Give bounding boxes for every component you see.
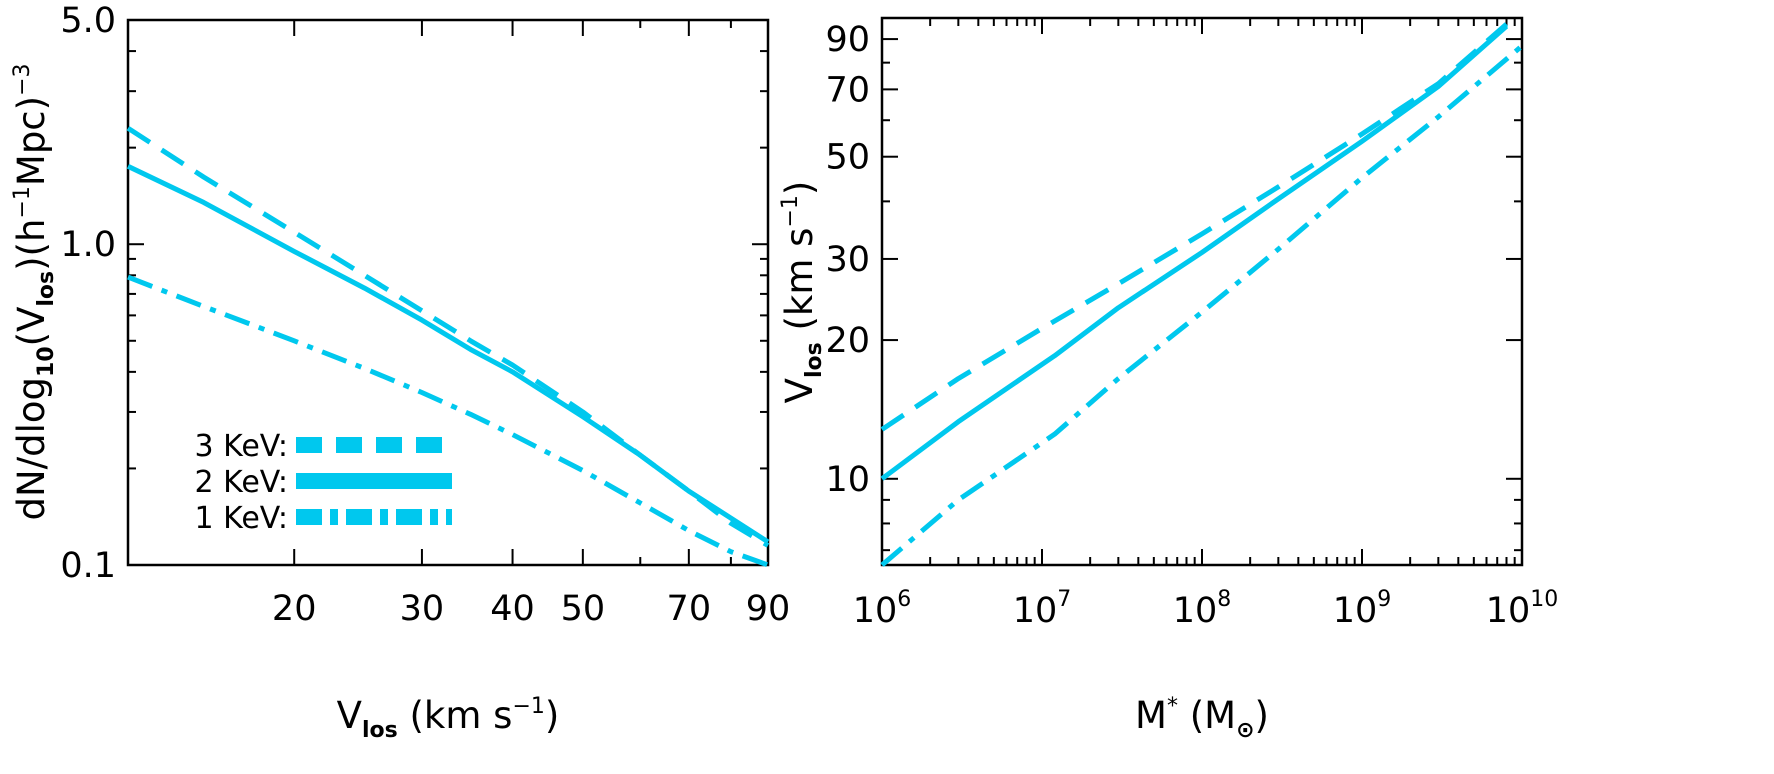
left-tick-labels: 20 30 40 50 70 90 0.1 1.0 5.0 [60,1,790,629]
x-tick-label: 40 [490,589,535,629]
left-y-axis-title: dN/dlog10(Vlos)(h−1Mpc)−3 [10,63,59,520]
series-dashdot-line [127,274,769,568]
right-ticks [881,17,1523,565]
x-tick-label: 1010 [1486,587,1559,631]
legend: 3 KeV:2 KeV:1 KeV: [195,429,452,536]
left-plot-frame [126,18,770,567]
y-tick-label: 5.0 [60,1,116,41]
x-tick-label: 20 [272,589,317,629]
series-solid-line [126,164,770,545]
x-tick-label: 109 [1333,587,1392,631]
x-tick-label: 30 [400,589,445,629]
left-x-axis-title: Vlos (km s−1) [337,694,560,743]
right-series-group [880,22,1524,567]
legend-label: 1 KeV: [195,501,288,536]
y-tick-label: 50 [825,138,870,178]
legend-label: 2 KeV: [195,465,288,500]
right-plot-frame [880,16,1524,567]
y-tick-label: 90 [825,20,870,60]
x-tick-label: 106 [853,587,912,631]
left-ticks [128,19,769,566]
series-dashed-line [880,22,1509,432]
series-dashdot-line [880,43,1524,567]
y-tick-label: 20 [825,321,870,361]
x-tick-label: 50 [561,589,606,629]
x-tick-label: 90 [746,589,791,629]
series-dashed-line [126,126,770,548]
y-tick-label: 10 [825,460,870,500]
y-tick-label: 70 [825,70,870,110]
right-y-axis-title: Vlos (km s−1) [778,181,827,404]
x-tick-label: 70 [667,589,712,629]
x-tick-label: 107 [1013,587,1072,631]
x-tick-label: 108 [1173,587,1232,631]
legend-label: 3 KeV: [195,429,288,464]
y-tick-label: 30 [825,240,870,280]
left-series-group [126,126,770,568]
right-x-axis-title: M* (M⊙) [1135,694,1269,743]
y-tick-label: 0.1 [60,546,116,586]
y-tick-label: 1.0 [60,225,116,265]
series-solid-line [880,24,1509,481]
left-chart: 20 30 40 50 70 90 0.1 1.0 5.0 3 KeV:2 KeV:1 KeV:… [10,1,790,743]
